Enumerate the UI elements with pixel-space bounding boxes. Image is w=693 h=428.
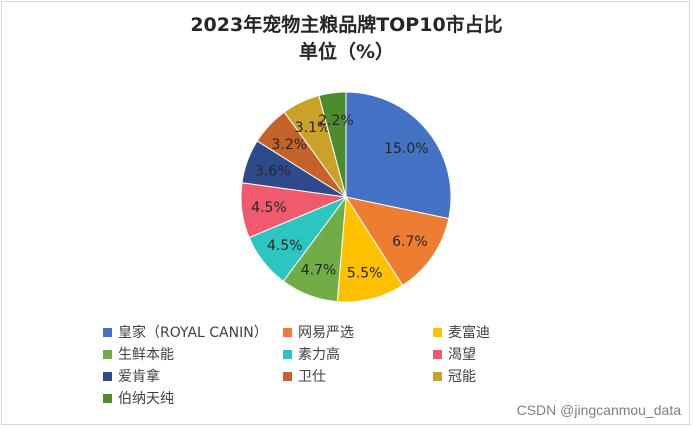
legend-swatch (103, 371, 112, 381)
legend-label: 素力高 (298, 347, 340, 363)
chart-title: 2023年宠物主粮品牌TOP10市占比 (190, 14, 503, 36)
legend-swatch (283, 327, 292, 337)
pie-slice-1 (344, 196, 450, 287)
legend-swatch (103, 349, 112, 359)
legend-label: 卫仕 (298, 369, 326, 385)
legend-item: 伯纳天纯 (103, 388, 174, 408)
legend-label: 皇家（ROYAL CANIN） (118, 325, 268, 341)
chart-subtitle: 单位（%） (298, 41, 395, 63)
legend-item: 生鲜本能 (103, 344, 174, 364)
legend-label: 爱肯拿 (118, 369, 160, 385)
slice-data-label: 4.5% (267, 238, 303, 254)
legend-label: 麦富迪 (448, 325, 490, 341)
legend-swatch (103, 393, 112, 403)
legend-item: 爱肯拿 (103, 366, 160, 386)
legend-label: 伯纳天纯 (118, 391, 174, 407)
slice-data-label: 15.0% (384, 141, 428, 157)
legend-swatch (433, 349, 442, 359)
slice-data-label: 4.7% (301, 263, 337, 279)
slice-data-label: 5.5% (347, 265, 383, 281)
slice-data-label: 3.2% (272, 137, 308, 153)
slice-data-label: 2.2% (318, 113, 354, 129)
legend-swatch (433, 371, 442, 381)
pie-slice-9 (318, 91, 347, 198)
pie-slice-0 (345, 91, 452, 220)
legend-label: 冠能 (448, 369, 476, 385)
slice-data-label: 4.5% (251, 200, 287, 216)
watermark-text: CSDN @jingcanmou_data (516, 402, 681, 418)
legend-item: 卫仕 (283, 366, 326, 386)
legend-item: 网易严选 (283, 322, 354, 342)
legend-swatch (283, 371, 292, 381)
legend-item: 麦富迪 (433, 322, 490, 342)
legend-label: 渴望 (448, 347, 476, 363)
legend-item: 皇家（ROYAL CANIN） (103, 322, 268, 342)
slice-data-label: 6.7% (392, 234, 428, 250)
legend-swatch (433, 327, 442, 337)
legend-swatch (283, 349, 292, 359)
legend-label: 网易严选 (298, 325, 354, 341)
pie-slice-2 (336, 195, 404, 303)
slice-data-label: 3.1% (295, 120, 331, 136)
legend-item: 素力高 (283, 344, 340, 364)
legend-label: 生鲜本能 (118, 347, 174, 363)
legend-item: 冠能 (433, 366, 476, 386)
legend-item: 渴望 (433, 344, 476, 364)
slice-data-label: 3.6% (255, 163, 291, 179)
legend-swatch (103, 327, 112, 337)
